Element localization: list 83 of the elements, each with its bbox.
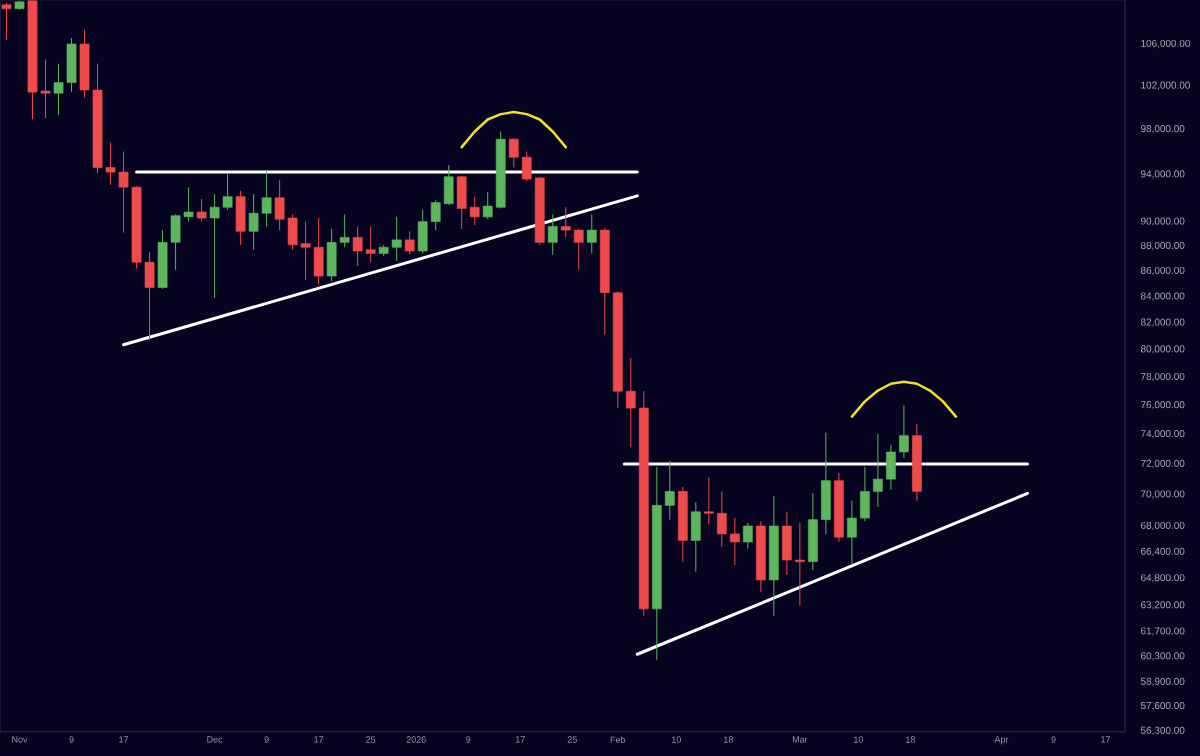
y-tick-label: 57,600.00 (1140, 702, 1185, 711)
candlestick (1, 2, 12, 41)
candlestick (469, 196, 480, 226)
candlestick (248, 193, 259, 251)
y-tick-label: 98,000.00 (1141, 125, 1185, 134)
y-tick-label: 61,700.00 (1141, 627, 1185, 636)
y-tick-label: 58,900.00 (1140, 677, 1185, 687)
y-tick-label: 76,000.00 (1141, 401, 1185, 410)
candlestick (742, 522, 753, 550)
y-tick-label: 60,300.00 (1141, 652, 1185, 661)
y-tick-label: 72,000.00 (1141, 459, 1185, 469)
y-tick-label: 102,000.00 (1141, 81, 1190, 90)
x-tick-label: 18 (906, 736, 916, 743)
candlestick (53, 63, 64, 116)
y-tick-label: 80,000.00 (1140, 345, 1185, 354)
x-tick-label: 17 (119, 736, 129, 743)
candlestick (508, 137, 519, 169)
candlestick (873, 433, 883, 508)
candlestick (430, 199, 441, 231)
candlestick (899, 404, 909, 459)
candlestick (118, 151, 129, 234)
x-tick-label: 10 (672, 736, 681, 743)
y-tick-label: 68,000.00 (1141, 521, 1185, 531)
candlestick (664, 460, 675, 521)
x-tick-label: 17 (314, 736, 324, 743)
y-tick-label: 94,000.00 (1141, 170, 1185, 179)
candlestick (847, 500, 857, 566)
y-tick-label: 74,000.00 (1141, 430, 1185, 439)
candlestick (300, 221, 311, 281)
candlestick (547, 213, 558, 256)
x-tick-label: 17 (515, 736, 525, 743)
y-tick-label: 90,000.00 (1141, 217, 1185, 226)
y-tick-label: 78,000.00 (1141, 372, 1185, 382)
x-tick-label: 2026 (406, 736, 426, 743)
y-tick-label: 86,000.00 (1140, 266, 1185, 276)
candlestick (196, 198, 207, 223)
candlestick (391, 216, 402, 262)
x-tick-label: 9 (466, 736, 471, 743)
candlestick (274, 179, 285, 231)
candlestick (365, 225, 376, 263)
x-tick-label: 9 (69, 736, 74, 743)
x-tick-label: Nov (12, 736, 28, 743)
x-tick-label: Mar (792, 736, 808, 743)
y-tick-label: 106,000.00 (1141, 39, 1190, 49)
candlestick (209, 193, 220, 299)
candlestick (339, 213, 350, 248)
candlestick (40, 58, 51, 119)
y-tick-label: 88,000.00 (1140, 241, 1185, 251)
x-tick-label: Feb (610, 736, 626, 743)
y-tick-label: 56,300.00 (1140, 726, 1185, 736)
x-tick-label: Dec (207, 736, 223, 743)
x-tick-label: 18 (724, 736, 733, 743)
candlestick (482, 191, 493, 220)
y-tick-label: 70,000.00 (1141, 490, 1185, 499)
candlestick (521, 151, 532, 182)
candlestick (183, 186, 194, 223)
x-tick-label: 9 (1051, 736, 1056, 743)
x-tick-label: 25 (366, 736, 376, 743)
y-tick-label: 64,800.00 (1141, 574, 1185, 583)
y-tick-label: 84,000.00 (1140, 292, 1185, 301)
candlestick (586, 213, 597, 254)
candlestick (625, 357, 636, 449)
candlestick (105, 142, 116, 186)
candlestick (352, 225, 363, 267)
x-tick-label: 25 (567, 736, 577, 743)
x-tick-label: Apr (994, 736, 1009, 745)
x-tick-label: 10 (854, 736, 864, 743)
candlestick (703, 477, 714, 525)
line-series (460, 110, 568, 149)
candlestick (729, 517, 740, 566)
x-tick-label: 9 (264, 736, 269, 743)
x-tick-label: 17 (1101, 736, 1111, 743)
candlestick (560, 206, 571, 238)
y-tick-label: 66,400.00 (1141, 547, 1185, 556)
line-series (850, 380, 958, 418)
candlestick (404, 230, 415, 256)
candlestick (716, 490, 727, 548)
candlestick (573, 228, 584, 271)
candlestick (222, 172, 233, 211)
candlestick (795, 522, 805, 606)
y-tick-label: 63,200.00 (1141, 601, 1185, 610)
y-tick-label: 82,000.00 (1140, 318, 1185, 327)
candlestick (261, 169, 272, 227)
